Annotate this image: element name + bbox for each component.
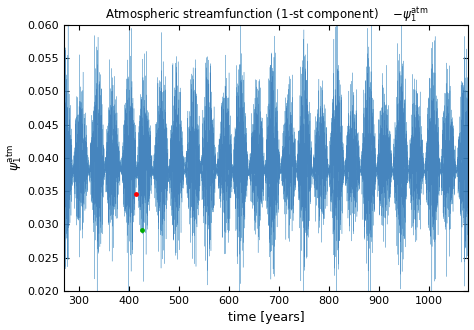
- Title: Atmospheric streamfunction (1-st component)    $- \psi_1^{\mathrm{atm}}$: Atmospheric streamfunction (1-st compone…: [104, 6, 428, 25]
- X-axis label: time [years]: time [years]: [228, 312, 305, 324]
- Y-axis label: $\psi_1^{\mathrm{atm}}$: $\psi_1^{\mathrm{atm}}$: [6, 144, 25, 172]
